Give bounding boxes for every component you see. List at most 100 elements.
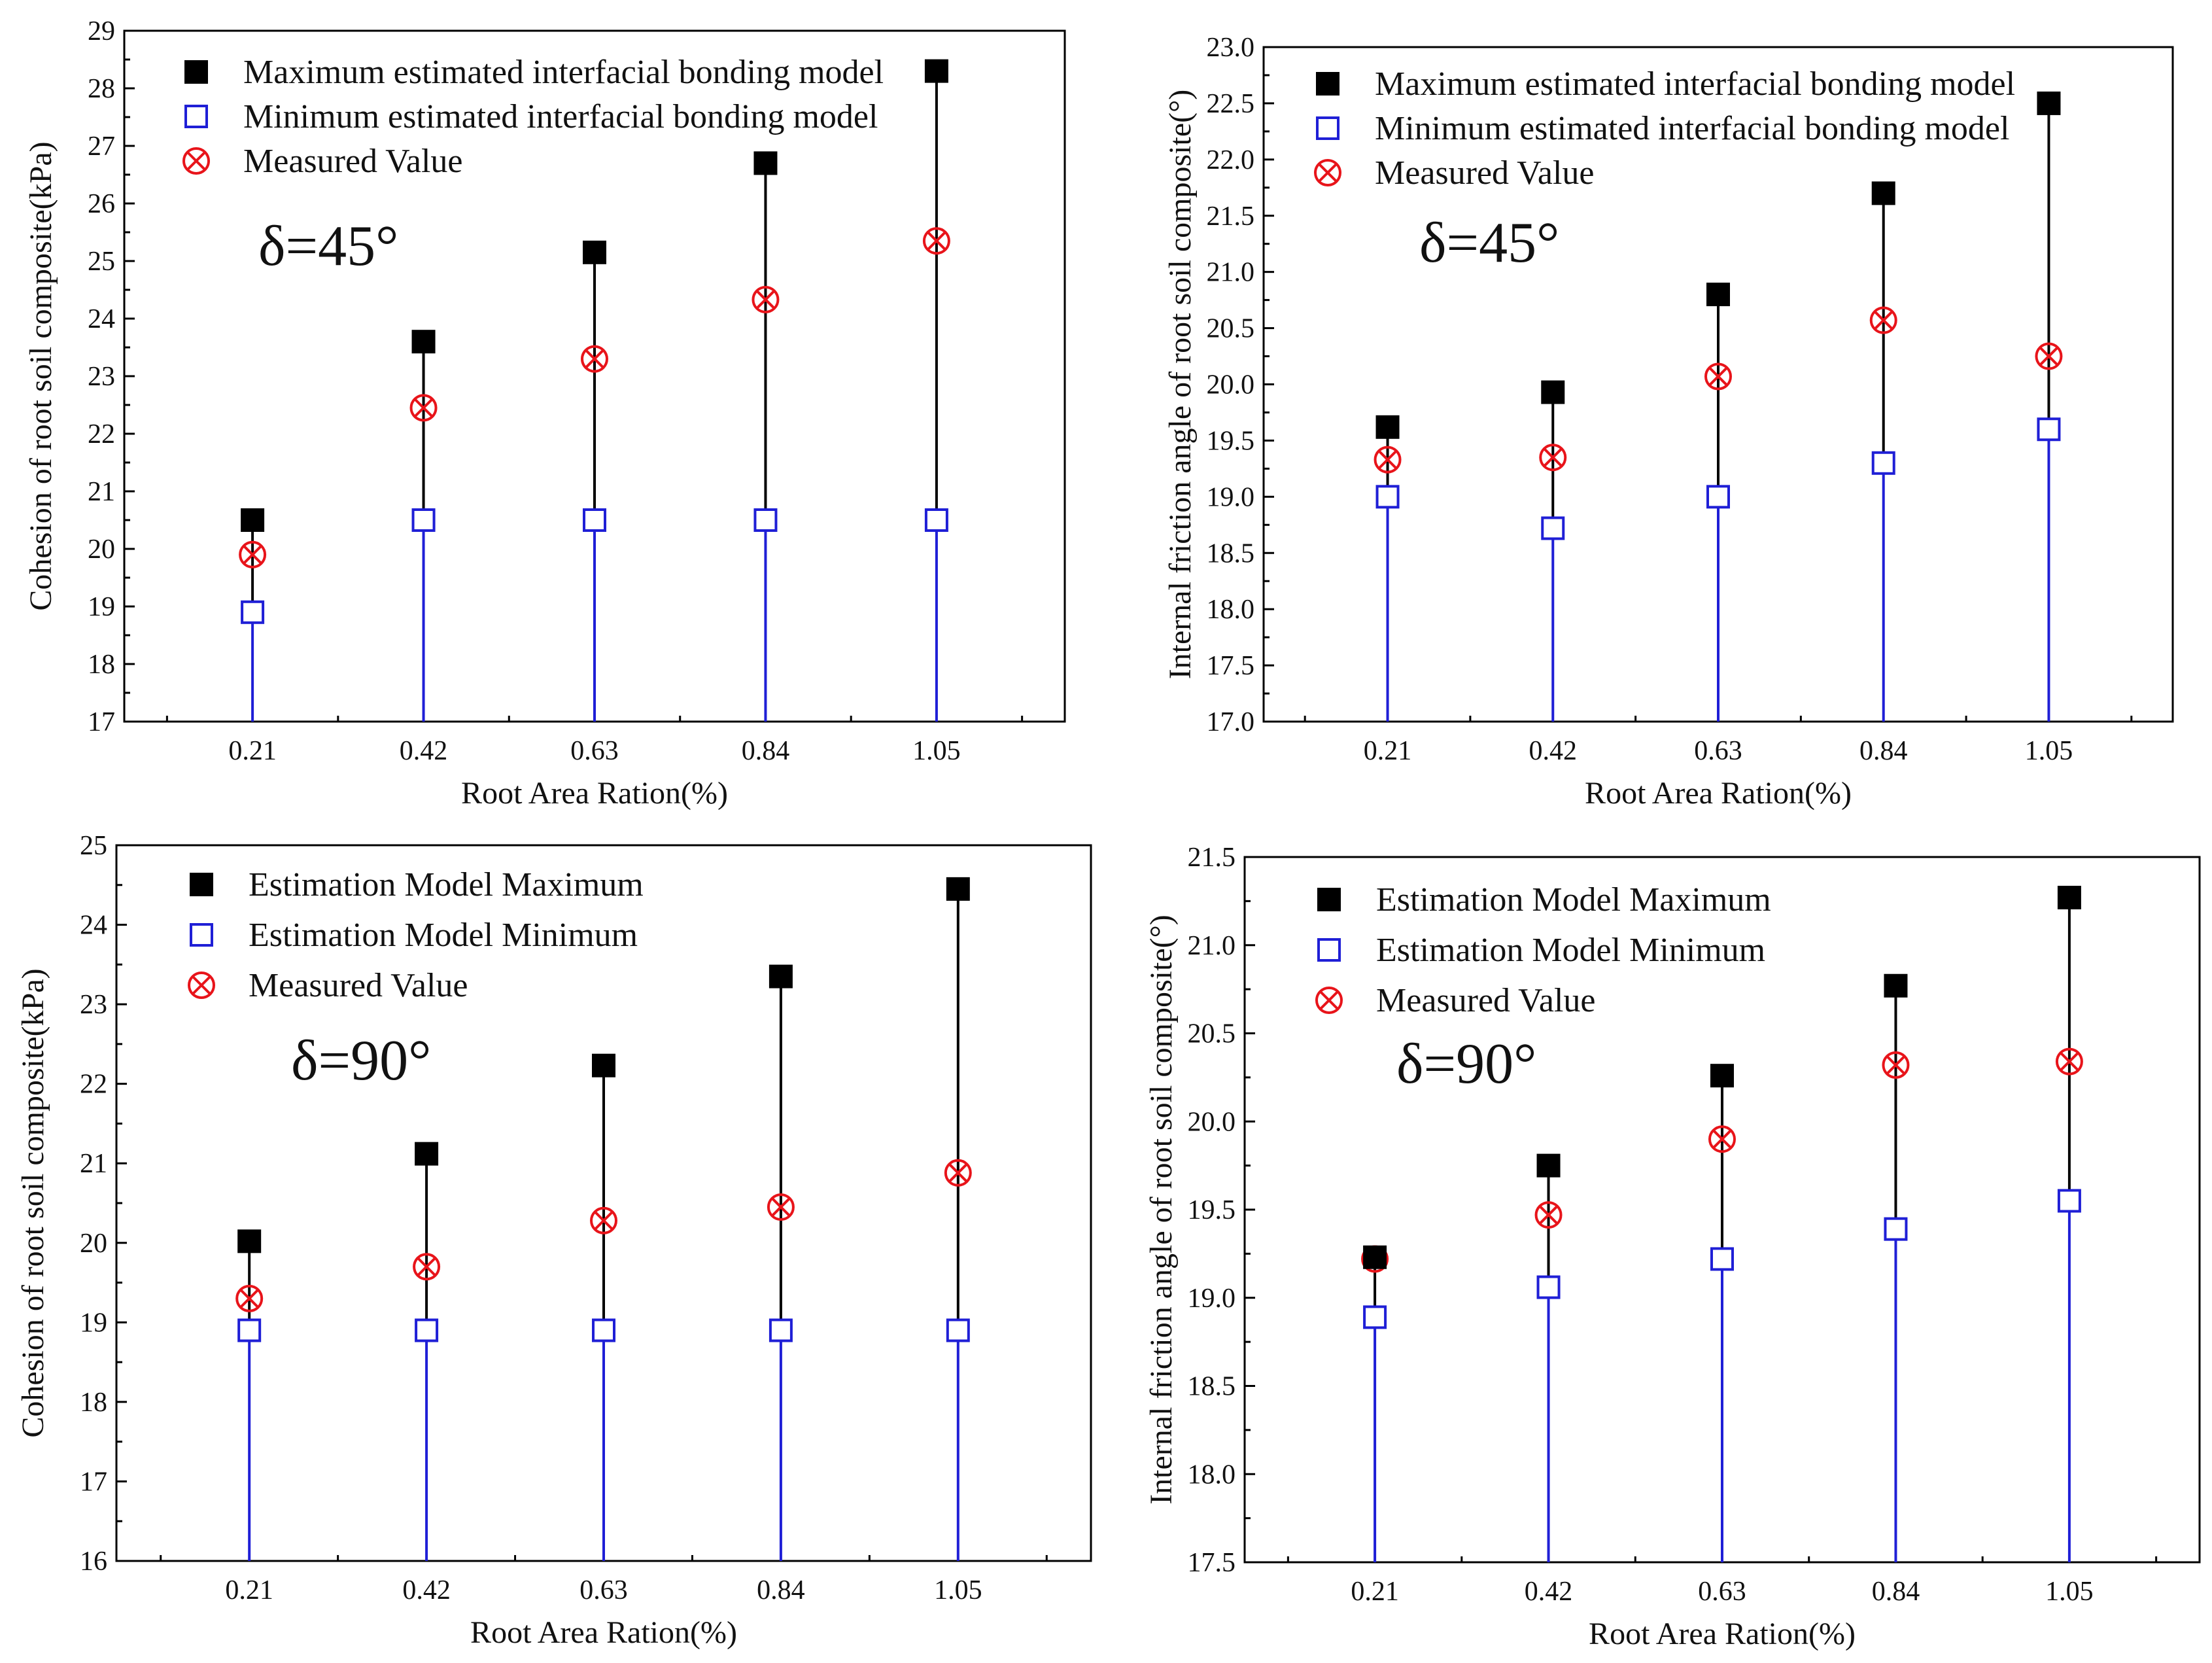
- legend-label: Estimation Model Minimum: [1376, 932, 1765, 969]
- x-axis-title: Root Area Ration(%): [1585, 776, 1852, 811]
- max-point: [1363, 1245, 1387, 1269]
- x-tick-label: 0.21: [228, 736, 277, 766]
- legend-symbol: [182, 147, 210, 175]
- measured-point-cross-b: [948, 1163, 968, 1183]
- y-tick-label: 20: [88, 534, 115, 565]
- x-tick-label: 0.42: [1525, 1577, 1573, 1607]
- y-tick-label: 27: [88, 131, 115, 162]
- legend-label: Measured Value: [1375, 154, 1595, 192]
- y-tick-label: 22: [88, 419, 115, 449]
- legend-symbol: [1316, 72, 1339, 96]
- x-axis-title: Root Area Ration(%): [461, 776, 728, 811]
- legend-label: Minimum estimated interfacial bonding mo…: [243, 98, 878, 135]
- measured-point-ring: [944, 1159, 972, 1187]
- x-tick-label: 0.21: [1364, 736, 1412, 766]
- y-tick-label: 19: [80, 1308, 107, 1338]
- y-tick-label: 20.5: [1188, 1019, 1236, 1049]
- x-tick-label: 0.84: [1872, 1577, 1920, 1607]
- measured-point: [922, 227, 950, 255]
- max-point: [1536, 1153, 1561, 1178]
- x-tick-label: 0.63: [570, 736, 619, 766]
- y-tick-label: 20.0: [1207, 370, 1255, 400]
- y-tick-label: 21: [80, 1149, 107, 1179]
- y-tick-label: 21.5: [1188, 843, 1236, 873]
- measured-point: [2055, 1047, 2083, 1076]
- measured-point-cross-b: [594, 1211, 613, 1231]
- y-tick-label: 21.0: [1207, 258, 1255, 288]
- measured-point: [1882, 1051, 1910, 1079]
- min-point: [1541, 516, 1565, 540]
- min-point: [924, 508, 948, 532]
- measured-point-cross-b: [1378, 450, 1397, 470]
- min-point: [2037, 417, 2061, 442]
- measured-point-cross-b: [1874, 311, 1893, 330]
- legend-label: Estimation Model Minimum: [249, 917, 638, 954]
- min-point: [1363, 1305, 1387, 1329]
- measured-point-ring: [413, 1253, 441, 1281]
- legend-symbol: [1317, 888, 1341, 911]
- max-point: [1541, 380, 1565, 404]
- min-point: [1536, 1275, 1561, 1299]
- measured-point-cross-b: [1539, 1205, 1558, 1225]
- legend-symbol: [190, 873, 213, 896]
- measured-point-ring: [1882, 1051, 1910, 1079]
- y-tick-label: 29: [88, 16, 115, 46]
- legend-symbol: [188, 972, 215, 999]
- measured-point-cross-b: [1708, 367, 1728, 386]
- y-tick-label: 19: [88, 592, 115, 622]
- y-tick-label: 21: [88, 477, 115, 507]
- y-tick-label: 19.5: [1188, 1195, 1236, 1225]
- legend-symbol-ring: [1314, 159, 1341, 186]
- y-tick-label: 26: [88, 189, 115, 219]
- x-tick-label: 0.84: [742, 736, 790, 766]
- legend-symbol: [184, 60, 208, 84]
- x-tick-label: 0.21: [1351, 1577, 1399, 1607]
- y-tick-label: 22: [80, 1070, 107, 1100]
- measured-point-ring: [235, 1284, 264, 1312]
- y-axis-title: Cohesion of root soil composite(kPa): [24, 141, 58, 610]
- angle-annotation: δ=45°: [258, 215, 398, 278]
- y-axis-title: Internal friction angle of root soil com…: [1163, 90, 1198, 680]
- max-point: [753, 151, 778, 175]
- max-point: [769, 964, 793, 989]
- x-axis-title: Root Area Ration(%): [470, 1615, 737, 1650]
- y-tick-label: 25: [80, 831, 107, 861]
- y-tick-label: 18: [80, 1388, 107, 1418]
- measured-point-cross-b: [417, 1257, 436, 1276]
- y-tick-label: 25: [88, 247, 115, 277]
- measured-point: [1704, 362, 1732, 391]
- x-tick-label: 1.05: [2025, 736, 2073, 766]
- y-tick-label: 23: [88, 362, 115, 392]
- y-tick-label: 23: [80, 990, 107, 1020]
- chart-panel-4: 17.5 18.0 18.5 19.0 19.5 20.0 20.5 21.0 21.5 0.21…: [1144, 843, 2201, 1651]
- measured-point: [1708, 1125, 1736, 1153]
- measured-point-cross-b: [243, 545, 262, 565]
- min-point: [1706, 485, 1730, 509]
- y-axis-title: Internal friction angle of root soil com…: [1144, 915, 1179, 1505]
- min-point: [241, 600, 265, 624]
- measured-point: [590, 1206, 617, 1234]
- max-point: [1375, 415, 1400, 439]
- x-tick-label: 0.42: [400, 736, 448, 766]
- measured-point: [1534, 1201, 1563, 1229]
- legend-symbol: [1317, 938, 1341, 962]
- angle-annotation: δ=90°: [291, 1029, 431, 1093]
- max-point: [592, 1053, 615, 1077]
- angle-annotation: δ=90°: [1396, 1032, 1536, 1096]
- min-point: [1710, 1247, 1734, 1271]
- x-tick-label: 0.42: [402, 1575, 451, 1605]
- legend-label: Estimation Model Maximum: [249, 866, 644, 903]
- angle-annotation: δ=45°: [1419, 211, 1559, 275]
- legend-symbol: [1315, 987, 1343, 1014]
- y-tick-label: 18: [88, 650, 115, 680]
- y-tick-label: 21.0: [1188, 931, 1236, 961]
- max-point: [411, 330, 436, 354]
- max-point: [2037, 91, 2061, 115]
- measured-point-ring: [767, 1193, 795, 1221]
- max-point: [415, 1142, 439, 1166]
- legend-symbol-ring: [188, 972, 215, 999]
- y-tick-label: 17.5: [1207, 651, 1255, 681]
- y-tick-label: 24: [88, 304, 115, 334]
- measured-point: [944, 1159, 972, 1187]
